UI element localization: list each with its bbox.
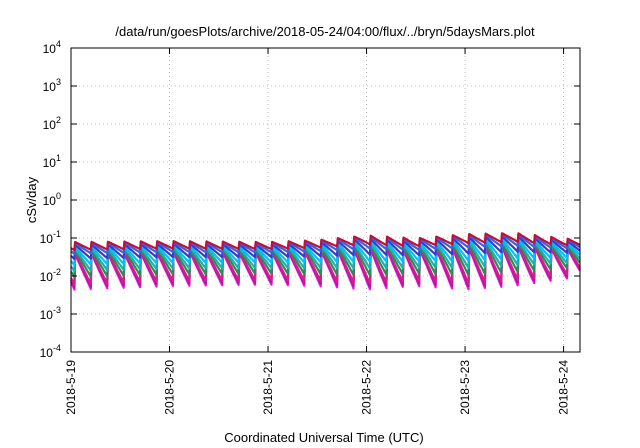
chart-title: /data/run/goesPlots/archive/2018-05-24/0… bbox=[115, 24, 535, 39]
x-tick-label: 2018-5-24 bbox=[557, 360, 571, 415]
y-tick-label: 10-1 bbox=[40, 229, 61, 246]
x-tick-label: 2018-5-22 bbox=[360, 360, 374, 415]
series-line bbox=[70, 239, 581, 273]
series-line bbox=[70, 233, 581, 255]
series-line bbox=[70, 243, 581, 286]
y-tick-label: 102 bbox=[43, 115, 61, 132]
x-tick-label: 2018-5-23 bbox=[458, 360, 472, 415]
x-tick-label: 2018-5-19 bbox=[64, 360, 78, 415]
series-group bbox=[70, 232, 581, 291]
grid bbox=[71, 48, 580, 352]
x-tick-label: 2018-5-21 bbox=[261, 360, 275, 415]
series-line bbox=[70, 235, 581, 260]
y-tick-label: 103 bbox=[43, 77, 61, 94]
series-line bbox=[70, 241, 581, 279]
y-tick-label: 10-2 bbox=[40, 267, 61, 284]
x-axis-label: Coordinated Universal Time (UTC) bbox=[224, 430, 423, 445]
y-tick-label: 104 bbox=[43, 39, 61, 56]
series-line bbox=[70, 237, 581, 267]
y-tick-label: 10-3 bbox=[40, 305, 61, 322]
axis-ticks bbox=[70, 47, 580, 353]
series-line bbox=[70, 232, 581, 252]
x-tick-label: 2018-5-20 bbox=[163, 360, 177, 415]
y-tick-label: 101 bbox=[43, 153, 61, 170]
y-tick-label: 10-4 bbox=[40, 343, 61, 360]
y-axis-label: cSv/day bbox=[24, 176, 39, 223]
y-tick-label: 100 bbox=[43, 191, 61, 208]
